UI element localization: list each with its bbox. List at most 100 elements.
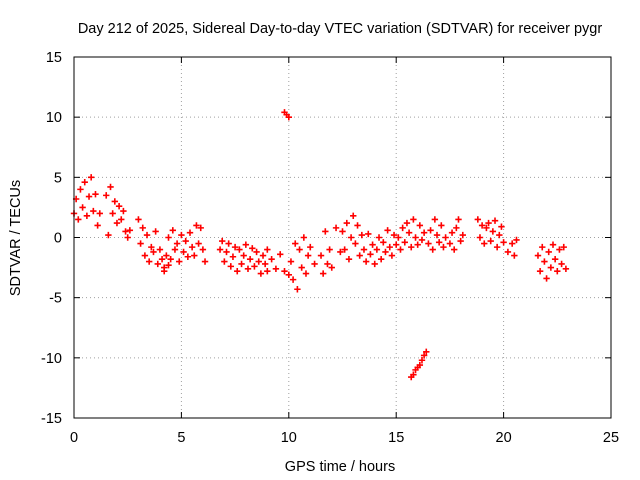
data-point [358, 231, 366, 239]
data-point [401, 239, 408, 246]
data-point [350, 212, 357, 220]
data-point [264, 267, 271, 275]
x-tick-label: 15 [388, 430, 404, 446]
data-point [427, 227, 434, 234]
data-point [304, 252, 312, 259]
data-point [317, 252, 325, 259]
data-point [433, 231, 441, 239]
data-point [221, 258, 228, 265]
data-point [242, 241, 250, 248]
data-point [560, 243, 567, 251]
data-point [414, 241, 421, 248]
data-point [356, 252, 363, 259]
data-point [489, 228, 497, 235]
data-point [384, 227, 391, 234]
chart-title: Day 212 of 2025, Sidereal Day-to-day VTE… [78, 21, 603, 37]
data-point [96, 210, 103, 217]
data-point [115, 203, 123, 210]
data-point [165, 261, 172, 269]
data-point [294, 286, 301, 293]
data-point [79, 204, 86, 211]
data-point [141, 252, 149, 259]
data-point [225, 240, 232, 247]
data-point [195, 240, 202, 247]
data-point [139, 224, 146, 232]
data-point [386, 243, 393, 251]
data-point [491, 217, 499, 224]
data-point [227, 263, 235, 270]
data-point [255, 258, 262, 265]
data-point [150, 248, 157, 256]
data-point [377, 255, 385, 263]
data-point [457, 237, 464, 245]
data-point [197, 224, 204, 232]
data-point [322, 228, 329, 235]
data-point [551, 255, 559, 263]
data-point [253, 248, 260, 256]
data-point [90, 207, 97, 215]
data-point [120, 207, 127, 215]
data-point [410, 371, 417, 378]
data-point [302, 270, 310, 277]
data-point [429, 246, 436, 253]
data-point [562, 265, 570, 272]
data-point [365, 230, 372, 238]
data-point [261, 260, 269, 268]
data-point [259, 252, 267, 259]
data-point [223, 248, 230, 256]
data-point [135, 216, 142, 223]
data-point [173, 240, 181, 247]
data-point [289, 276, 297, 283]
data-point [442, 234, 449, 241]
data-point [165, 234, 172, 241]
data-point [182, 237, 189, 245]
data-point [143, 231, 151, 239]
data-point [431, 216, 439, 223]
data-point [326, 246, 333, 253]
data-point [498, 223, 505, 230]
data-point [367, 251, 374, 258]
data-point [438, 222, 445, 229]
y-tick-label: -5 [49, 291, 62, 307]
data-point [345, 255, 353, 263]
data-point [107, 183, 114, 191]
data-point [393, 241, 400, 248]
data-point [362, 258, 370, 265]
data-point [124, 234, 131, 241]
y-tick-label: -10 [41, 351, 62, 367]
data-point [341, 246, 348, 253]
data-point [92, 190, 99, 198]
data-point [481, 240, 488, 247]
y-tick-label: -15 [41, 411, 62, 427]
data-point [478, 222, 486, 229]
data-point [399, 224, 406, 232]
data-point [109, 210, 116, 217]
data-point [440, 243, 447, 251]
data-point [186, 229, 194, 236]
data-point [244, 265, 252, 272]
data-point [246, 255, 254, 263]
data-point [319, 270, 327, 277]
data-point [176, 258, 183, 265]
data-point [418, 357, 426, 364]
data-point [435, 239, 443, 246]
data-point [298, 264, 305, 271]
data-point [339, 228, 346, 235]
data-point [219, 237, 226, 245]
data-point [371, 260, 378, 268]
data-point [369, 241, 376, 248]
y-tick-label: 5 [54, 170, 62, 186]
x-tick-label: 5 [177, 430, 185, 446]
data-point [113, 219, 121, 227]
data-point [418, 236, 426, 244]
data-point [111, 198, 119, 205]
data-point [455, 216, 462, 223]
data-point [94, 222, 101, 229]
axis-ticks: 0 5 10 15 20 25 -15 -10 -5 0 5 10 15 [41, 50, 619, 446]
data-point [148, 243, 155, 251]
data-point [231, 243, 239, 251]
data-point [332, 224, 340, 232]
data-point [373, 246, 381, 253]
data-point [191, 252, 198, 259]
data-point [500, 239, 507, 246]
